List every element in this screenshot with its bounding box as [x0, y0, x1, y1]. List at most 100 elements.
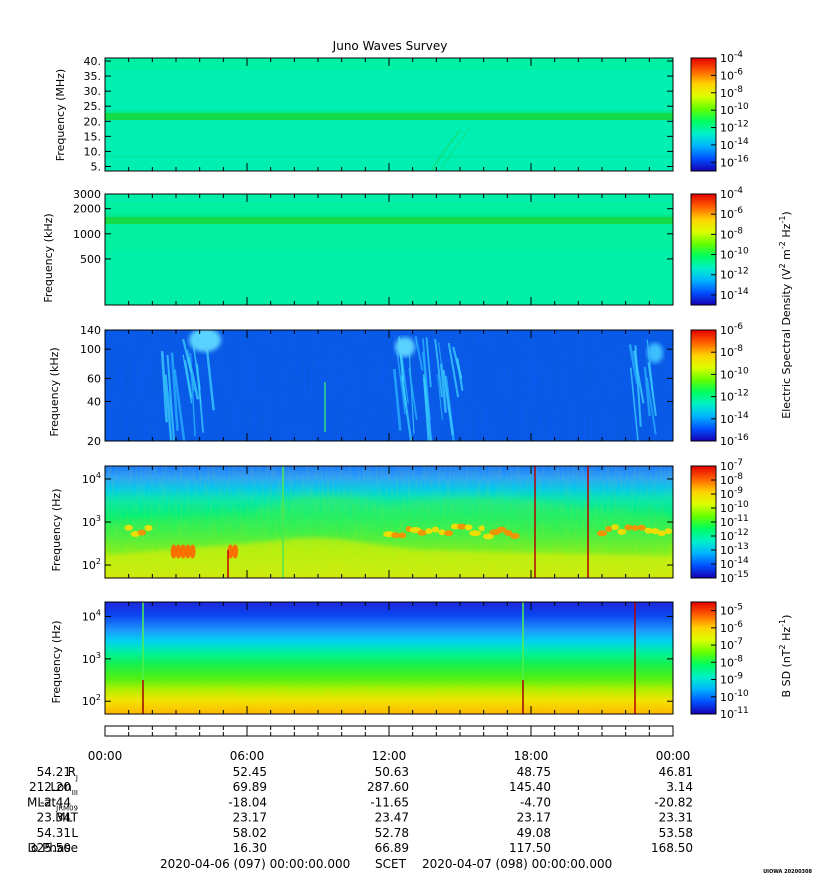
panel-4-y-axis: 102 103 104: [82, 471, 673, 572]
y-tick-label: 1000: [73, 228, 101, 241]
panel-4-time-ticks: [104, 466, 674, 578]
emission-blob: [450, 523, 460, 530]
burst-stroke: [447, 342, 460, 398]
panel-3-y-axis: 20 40 60 100 140: [80, 324, 673, 448]
panel-1-colorbar: 10-16 10-14 10-12 10-10 10-8 10-6 10-4: [690, 50, 749, 172]
emission-blob: [478, 525, 485, 532]
spectrogram-2: [105, 194, 673, 305]
emission-blob: [391, 532, 400, 539]
y-tick-label: 140: [80, 324, 101, 337]
colorbar-tick-label: 10-16: [720, 433, 749, 448]
colorbar-tick-label: 10-6: [720, 322, 743, 337]
panel-5-colorbar-label: B SD (nT2 Hz-1): [778, 615, 793, 698]
burst-stroke: [393, 368, 402, 431]
panel-5-y-axis: 102 103 104: [82, 609, 673, 708]
y-tick-label: 35.: [84, 70, 102, 83]
burst-stroke: [436, 374, 444, 421]
burst-stroke: [425, 337, 432, 387]
ephemeris-value: 23.34: [37, 811, 71, 825]
colorbar-tick-label: 10-8: [720, 344, 743, 359]
burst-stroke: [632, 350, 645, 404]
colorbar-tick-label: 10-15: [720, 570, 749, 585]
colorbar-tick-label: 10-10: [720, 500, 749, 515]
ephemeris-value: 69.89: [233, 780, 267, 794]
burst-stroke: [189, 353, 196, 437]
burst-stroke: [182, 338, 193, 373]
emission-blob: [232, 544, 239, 559]
colorbar-tick-label: 10-10: [720, 247, 749, 262]
emission-blob: [175, 544, 182, 559]
y-tick-label: 500: [80, 253, 101, 266]
y-tick-label: 20: [87, 435, 101, 448]
colorbar-tick-label: 10-6: [720, 620, 743, 635]
time-label: 06:00: [230, 749, 265, 763]
y-tick-label: 5.: [91, 160, 102, 173]
emission-band-4: [124, 523, 673, 559]
burst-stroke: [422, 338, 432, 437]
panel-2-colorbar: 10-14 10-12 10-10 10-8 10-6 10-4: [690, 186, 749, 306]
time-label: 18:00: [514, 749, 549, 763]
ephemeris-value: 46.81: [659, 765, 693, 779]
colorbar-gradient: [690, 329, 717, 442]
colorbar-gradient: [690, 193, 717, 306]
ephemeris-value: 23.47: [375, 811, 409, 825]
panel-3-ylabel: Frequency (kHz): [48, 347, 61, 436]
panel-3-bursts: [160, 335, 657, 441]
burst-stroke: [437, 342, 446, 387]
burst-stroke: [173, 369, 186, 441]
panel-2-time-ticks: [104, 194, 674, 305]
burst-stroke: [160, 351, 169, 423]
ephemeris-value: 58.02: [233, 826, 267, 840]
burst-stroke: [442, 370, 454, 436]
emission-blob: [624, 524, 633, 531]
emission-blob: [611, 524, 620, 531]
burst-stroke: [205, 349, 215, 411]
time-axis-labels: 00:00 06:00 12:00 18:00 00:00: [88, 749, 691, 763]
time-label: 12:00: [372, 749, 407, 763]
ephemeris-value: -20.82: [654, 795, 693, 809]
burst-stroke: [628, 344, 639, 385]
y-tick-label: 40.: [84, 55, 102, 68]
emission-blob: [596, 530, 608, 537]
panel-4: 102 103 104 Frequency (Hz) 10-1510-1410-13…: [50, 458, 749, 585]
emission-band-1: [105, 113, 673, 120]
emission-blob: [510, 533, 520, 540]
ephemeris-row-label: MLT: [55, 811, 78, 825]
ephemeris-value: 287.60: [367, 780, 409, 794]
y-tick-label: 103: [82, 651, 101, 666]
emission-blob: [664, 528, 673, 535]
spectrogram-1: [105, 58, 673, 171]
ephemeris-value: 23.17: [517, 811, 551, 825]
burst-stroke: [456, 357, 464, 391]
panel-1-time-ticks: [104, 58, 674, 171]
emission-blob: [464, 524, 473, 531]
emission-blob: [617, 528, 627, 535]
footer-mid: SCET: [375, 857, 407, 871]
ephemeris-value: 117.50: [509, 841, 551, 855]
emission-blob: [644, 527, 653, 534]
footer-start: 2020-04-06 (097) 00:00:00.000: [160, 857, 350, 871]
colorbar-tick-label: 10-14: [720, 556, 749, 571]
burst-stroke: [643, 366, 651, 417]
colorbar-tick-label: 10-10: [720, 102, 749, 117]
y-tick-label: 25.: [84, 100, 102, 113]
panel-5-ylabel: Frequency (Hz): [50, 621, 63, 704]
time-label: 00:00: [656, 749, 691, 763]
figure-title: Juno Waves Survey: [332, 39, 448, 53]
ephemeris-value: 49.08: [517, 826, 551, 840]
colorbar-tick-label: 10-7: [720, 637, 743, 652]
colorbar-tick-label: 10-7: [720, 458, 743, 473]
emission-blob: [180, 544, 187, 559]
panel-2-y-axis: 500 1000 2000 3000: [73, 188, 673, 266]
colorbar-tick-label: 10-10: [720, 366, 749, 381]
emission-blob: [184, 544, 191, 559]
y-tick-label: 10.: [84, 145, 102, 158]
burst-stroke: [629, 367, 639, 441]
colorbar-tick-label: 10-14: [720, 137, 749, 152]
emission-blob: [398, 532, 407, 539]
ephemeris-value: 16.30: [233, 841, 267, 855]
colorbar-tick-label: 10-4: [720, 186, 743, 201]
